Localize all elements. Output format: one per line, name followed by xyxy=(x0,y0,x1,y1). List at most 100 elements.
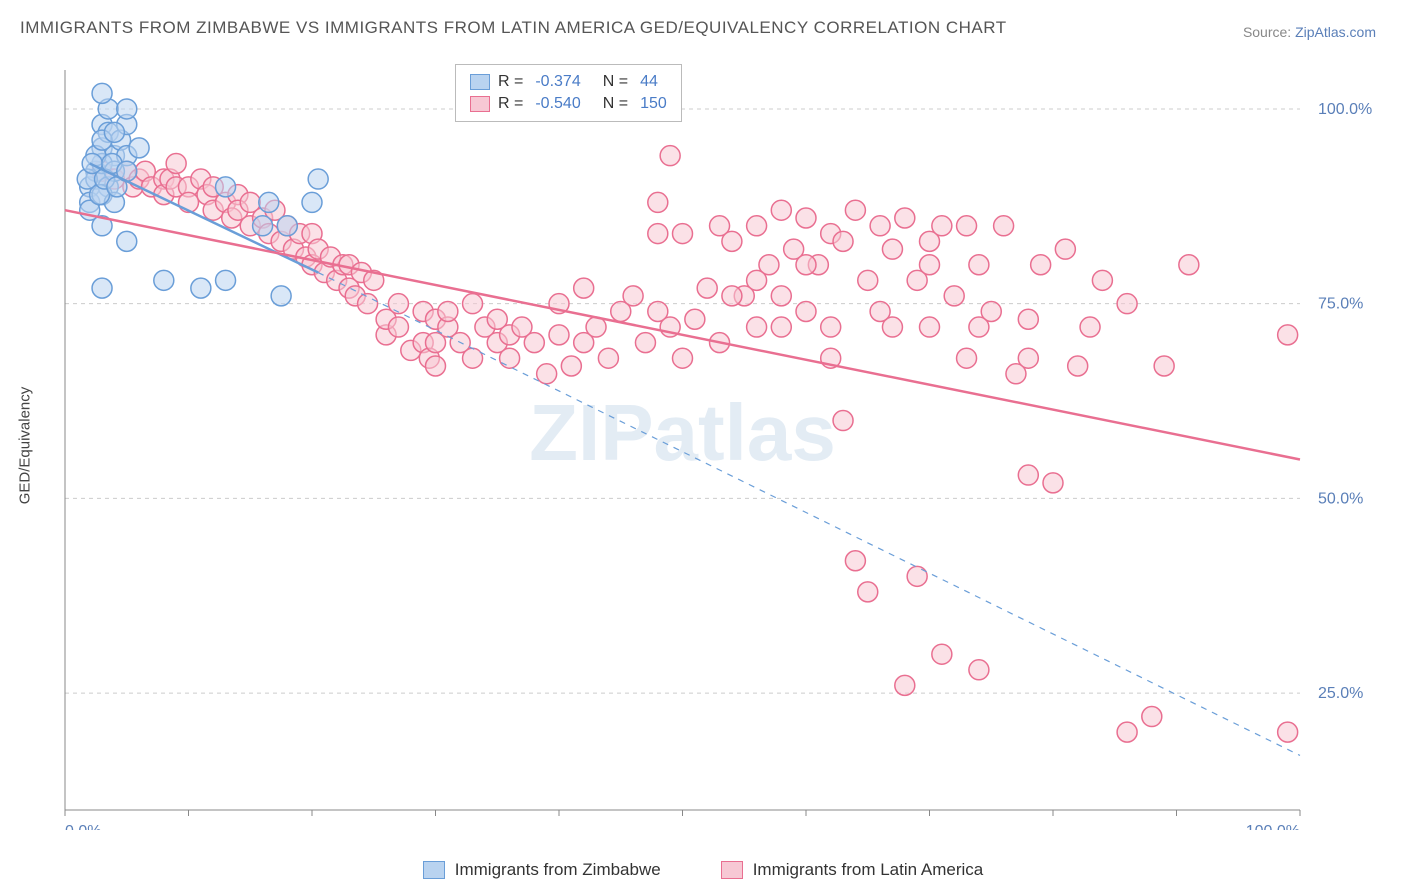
point-latin-america xyxy=(561,356,581,376)
point-zimbabwe xyxy=(117,231,137,251)
point-latin-america xyxy=(994,216,1014,236)
legend-swatch xyxy=(721,861,743,879)
point-latin-america xyxy=(537,364,557,384)
y-tick-label: 25.0% xyxy=(1318,685,1363,702)
point-latin-america xyxy=(500,348,520,368)
point-latin-america xyxy=(1117,722,1137,742)
point-latin-america xyxy=(438,301,458,321)
point-latin-america xyxy=(932,644,952,664)
point-zimbabwe xyxy=(259,192,279,212)
point-latin-america xyxy=(574,278,594,298)
point-zimbabwe xyxy=(277,216,297,236)
point-latin-america xyxy=(673,348,693,368)
n-prefix: N = xyxy=(603,93,628,115)
y-axis-label-wrap: GED/Equivalency xyxy=(10,60,40,830)
point-latin-america xyxy=(771,317,791,337)
point-zimbabwe xyxy=(308,169,328,189)
r-prefix: R = xyxy=(498,93,523,115)
r-value-latin-america: -0.540 xyxy=(535,93,580,115)
point-latin-america xyxy=(907,566,927,586)
point-latin-america xyxy=(1018,348,1038,368)
point-latin-america xyxy=(1278,325,1298,345)
point-latin-america xyxy=(722,286,742,306)
x-tick-label: 0.0% xyxy=(65,823,101,830)
point-zimbabwe xyxy=(154,270,174,290)
point-latin-america xyxy=(747,216,767,236)
point-latin-america xyxy=(944,286,964,306)
point-latin-america xyxy=(426,356,446,376)
point-latin-america xyxy=(796,301,816,321)
point-latin-america xyxy=(1117,294,1137,314)
swatch-zimbabwe xyxy=(470,74,490,90)
point-latin-america xyxy=(549,325,569,345)
point-latin-america xyxy=(1018,309,1038,329)
point-latin-america xyxy=(920,317,940,337)
legend-item-1: Immigrants from Latin America xyxy=(721,860,984,880)
point-zimbabwe xyxy=(271,286,291,306)
point-latin-america xyxy=(1142,707,1162,727)
point-latin-america xyxy=(166,153,186,173)
stats-row-latin-america: R = -0.540 N = 150 xyxy=(470,93,667,115)
point-latin-america xyxy=(1068,356,1088,376)
y-tick-label: 75.0% xyxy=(1318,296,1363,313)
point-latin-america xyxy=(870,301,890,321)
point-latin-america xyxy=(796,208,816,228)
point-latin-america xyxy=(858,270,878,290)
point-zimbabwe xyxy=(302,192,322,212)
stats-row-zimbabwe: R = -0.374 N = 44 xyxy=(470,71,667,93)
point-latin-america xyxy=(388,294,408,314)
point-latin-america xyxy=(969,317,989,337)
y-tick-label: 100.0% xyxy=(1318,101,1372,118)
point-latin-america xyxy=(1092,270,1112,290)
point-zimbabwe xyxy=(216,270,236,290)
legend-swatch xyxy=(423,861,445,879)
point-latin-america xyxy=(845,200,865,220)
point-latin-america xyxy=(1031,255,1051,275)
point-latin-america xyxy=(463,348,483,368)
chart-title: IMMIGRANTS FROM ZIMBABWE VS IMMIGRANTS F… xyxy=(20,18,1007,38)
stats-legend: R = -0.374 N = 44 R = -0.540 N = 150 xyxy=(455,64,682,122)
point-latin-america xyxy=(747,317,767,337)
point-latin-america xyxy=(623,286,643,306)
n-value-zimbabwe: 44 xyxy=(640,71,658,93)
point-latin-america xyxy=(1278,722,1298,742)
n-prefix: N = xyxy=(603,71,628,93)
point-latin-america xyxy=(1043,473,1063,493)
legend-label: Immigrants from Zimbabwe xyxy=(455,860,661,880)
point-zimbabwe xyxy=(253,216,273,236)
point-latin-america xyxy=(635,333,655,353)
point-latin-america xyxy=(957,216,977,236)
point-latin-america xyxy=(870,216,890,236)
point-latin-america xyxy=(524,333,544,353)
point-latin-america xyxy=(697,278,717,298)
r-prefix: R = xyxy=(498,71,523,93)
n-value-latin-america: 150 xyxy=(640,93,667,115)
chart-area: ZIPatlas25.0%50.0%75.0%100.0%0.0%100.0% … xyxy=(55,60,1375,830)
source-link[interactable]: ZipAtlas.com xyxy=(1295,24,1376,40)
point-latin-america xyxy=(882,239,902,259)
legend-item-0: Immigrants from Zimbabwe xyxy=(423,860,661,880)
y-axis-label: GED/Equivalency xyxy=(17,386,34,504)
point-latin-america xyxy=(747,270,767,290)
point-latin-america xyxy=(858,582,878,602)
point-latin-america xyxy=(1179,255,1199,275)
point-zimbabwe xyxy=(191,278,211,298)
point-latin-america xyxy=(796,255,816,275)
bottom-legend: Immigrants from Zimbabwe Immigrants from … xyxy=(0,860,1406,880)
point-latin-america xyxy=(388,317,408,337)
point-zimbabwe xyxy=(117,99,137,119)
point-latin-america xyxy=(673,224,693,244)
point-latin-america xyxy=(957,348,977,368)
r-value-zimbabwe: -0.374 xyxy=(535,71,580,93)
point-latin-america xyxy=(969,255,989,275)
scatter-chart-svg: ZIPatlas25.0%50.0%75.0%100.0%0.0%100.0% xyxy=(55,60,1375,830)
legend-label: Immigrants from Latin America xyxy=(753,860,984,880)
regression-ext-zimbabwe xyxy=(318,273,1300,756)
point-zimbabwe xyxy=(92,278,112,298)
point-latin-america xyxy=(895,675,915,695)
point-zimbabwe xyxy=(92,83,112,103)
point-latin-america xyxy=(660,146,680,166)
point-latin-america xyxy=(920,255,940,275)
point-latin-america xyxy=(1018,465,1038,485)
point-latin-america xyxy=(771,200,791,220)
